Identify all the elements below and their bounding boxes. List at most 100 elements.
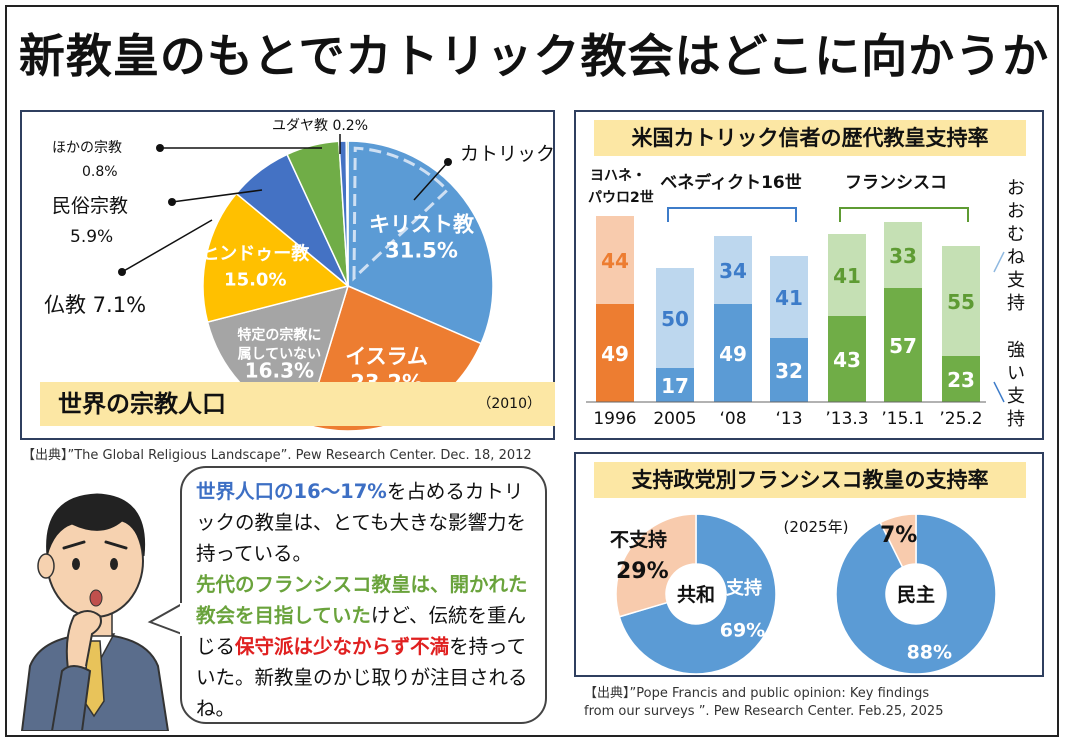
bar-general-3 xyxy=(770,256,808,338)
bar-general-label-0: 44 xyxy=(601,249,629,273)
bar-general-2 xyxy=(714,236,752,304)
speech-bubble-tail xyxy=(147,603,186,636)
pie-outside-jewish: ユダヤ教 0.2% xyxy=(272,118,368,134)
bar-general-5 xyxy=(884,222,922,288)
donut-dem-support-slice xyxy=(835,513,997,675)
pie-label-2-1: 属していない xyxy=(238,347,322,363)
bar-category-label-3: ‘13 xyxy=(775,409,802,429)
pie-outside-other-label: ほかの宗教 xyxy=(52,140,122,156)
bar-general-label-6: 55 xyxy=(947,290,975,314)
bar-category-label-1: 2005 xyxy=(653,409,696,429)
donut-rep-support-slice xyxy=(618,513,777,675)
bar-strong-2 xyxy=(714,304,752,402)
pope-label-francis: フランシスコ xyxy=(845,173,947,193)
bar-strong-1 xyxy=(656,368,694,402)
donut-year: (2025年) xyxy=(784,518,849,536)
bar-category-label-2: ‘08 xyxy=(719,409,746,429)
pie-slice-3 xyxy=(202,192,350,323)
page-title: 新教皇のもとでカトリック教会はどこに向かうか xyxy=(18,29,1050,83)
bar-strong-4 xyxy=(828,316,866,402)
pie-label-3-0: ヒンドゥー教 xyxy=(201,242,310,264)
pie-year: （2010） xyxy=(477,396,541,412)
legend-generally-char-1: お xyxy=(1007,201,1025,222)
bar-general-1 xyxy=(656,268,694,368)
donut-dem-center-label: 民主 xyxy=(897,584,935,606)
pie-label-0-0: キリスト教 xyxy=(369,213,475,237)
bracket-francis xyxy=(839,207,969,222)
pope-label-jp2-line1: ヨハネ・ xyxy=(590,168,646,184)
bar-strong-5 xyxy=(884,288,922,402)
legend-generally-char-5: 持 xyxy=(1007,293,1025,314)
pie-outside-folk-value: 5.9% xyxy=(70,227,113,247)
pie-outside-other-value: 0.8% xyxy=(82,164,118,180)
bar-general-label-3: 41 xyxy=(775,286,803,310)
donut-rep-center-label: 共和 xyxy=(677,583,715,606)
bubble-text-new-pope: を持っていた。新教皇のかじ取りが注目されるね。 xyxy=(196,635,528,720)
legend-generally-char-0: お xyxy=(1007,178,1025,199)
donut-panel-title: 支持政党別フランシスコ教皇の支持率 xyxy=(594,462,1026,498)
bar-strong-6 xyxy=(942,356,980,402)
bar-strong-label-5: 57 xyxy=(889,334,917,358)
donut-dem-hole xyxy=(886,564,946,624)
legend-strongly-char-3: 持 xyxy=(1007,409,1025,430)
bar-strong-label-0: 49 xyxy=(601,342,629,366)
donut-source-line1: 【出典】”Pope Francis and public opinion: Ke… xyxy=(584,686,930,701)
pie-label-0-1: 31.5% xyxy=(385,239,458,263)
legend-strongly-char-1: い xyxy=(1007,363,1025,384)
bubble-highlight-francis: 先代のフランシスコ教皇は、開かれた教会を目指していた xyxy=(196,573,528,627)
pope-label-benedict: ベネディクト16世 xyxy=(660,172,801,193)
bar-strong-3 xyxy=(770,338,808,402)
pie-slice-0 xyxy=(347,140,494,345)
bubble-highlight-population: 世界人口の16～17% xyxy=(196,480,387,503)
pie-outside-catholic: カトリック xyxy=(460,143,553,165)
pie-panel-title: 世界の宗教人口 （2010） xyxy=(40,382,555,426)
donut-rep-oppose-label: 不支持 xyxy=(610,528,667,551)
donut-dem-support-value: 88% xyxy=(907,641,952,663)
bar-general-label-5: 33 xyxy=(889,244,917,268)
party-approval-panel: 支持政党別フランシスコ教皇の支持率 (2025年) 共和 69% 民主 88% 支持 不支持… xyxy=(574,452,1044,677)
pope-label-jp2-line2: パウロ2世 xyxy=(588,189,654,206)
leader-line-buddhism xyxy=(121,219,213,273)
donut-dem-oppose-value: 7% xyxy=(880,523,917,548)
legend-generally-char-4: 支 xyxy=(1007,270,1025,291)
pope-approval-bar-chart: 49 44 1996 17 50 2005 49 34 ‘08 32 41 ‘13 43 41 ’13.3 5… xyxy=(586,168,1025,430)
bar-general-0 xyxy=(596,216,634,304)
legend-generally-char-3: ね xyxy=(1007,247,1025,268)
pie-source: 【出典】”The Global Religious Landscape”. Pe… xyxy=(22,448,532,463)
bar-strong-label-1: 17 xyxy=(661,374,689,398)
pie-label-1-0: イスラム xyxy=(345,344,428,368)
bubble-text-tradition: けど、伝統を重んじる xyxy=(196,604,526,658)
legend-strongly-char-0: 強 xyxy=(1007,340,1025,361)
businessman-illustration xyxy=(20,493,170,731)
bubble-highlight-conservative: 保守派は少なからず不満 xyxy=(235,635,450,658)
bubble-text-influence: を占めるカトリックの教皇は、とても大きな影響力を持っている。 xyxy=(196,480,526,565)
donut-rep-oppose-value: 29% xyxy=(616,559,669,584)
pie-outside-buddhism: 仏教 7.1% xyxy=(44,293,146,317)
bar-category-label-4: ’13.3 xyxy=(825,409,868,429)
donut-source: 【出典】”Pope Francis and public opinion: Ke… xyxy=(584,685,943,721)
legend-strongly-char-2: 支 xyxy=(1007,386,1025,407)
bar-panel-title: 米国カトリック信者の歴代教皇支持率 xyxy=(594,120,1026,156)
world-religion-panel: キリスト教31.5%イスラム23.2%特定の宗教に属していない16.3%ヒンドゥ… xyxy=(20,110,555,440)
pie-outside-folk-label: 民俗宗教 xyxy=(52,195,128,217)
speech-bubble: 世界人口の16～17%を占めるカトリックの教皇は、とても大きな影響力を持っている… xyxy=(180,466,547,724)
pie-slice-7 xyxy=(345,140,349,287)
legend-strongly-pointer xyxy=(993,381,1005,403)
bracket-benedict xyxy=(667,207,797,222)
bar-category-label-6: ’25.2 xyxy=(939,409,982,429)
pope-approval-panel: 米国カトリック信者の歴代教皇支持率 49 44 1996 17 50 2005 49 34 ‘0… xyxy=(574,110,1044,440)
catholic-region-outline xyxy=(352,146,450,282)
legend-generally-char-2: む xyxy=(1007,224,1025,245)
leader-line-folk xyxy=(171,189,263,203)
bar-strong-label-4: 43 xyxy=(833,348,861,372)
world-religion-pie-chart: キリスト教31.5%イスラム23.2%特定の宗教に属していない16.3%ヒンドゥ… xyxy=(44,118,553,432)
donut-rep-support-label: 支持 xyxy=(725,577,762,599)
bar-strong-label-6: 23 xyxy=(947,368,975,392)
donut-rep-support-value: 69% xyxy=(720,620,765,642)
donut-rep-hole xyxy=(666,564,726,624)
bar-strong-label-2: 49 xyxy=(719,342,747,366)
pie-title-text: 世界の宗教人口 xyxy=(58,390,226,418)
bar-strong-0 xyxy=(596,304,634,402)
bar-general-label-1: 50 xyxy=(661,307,689,331)
